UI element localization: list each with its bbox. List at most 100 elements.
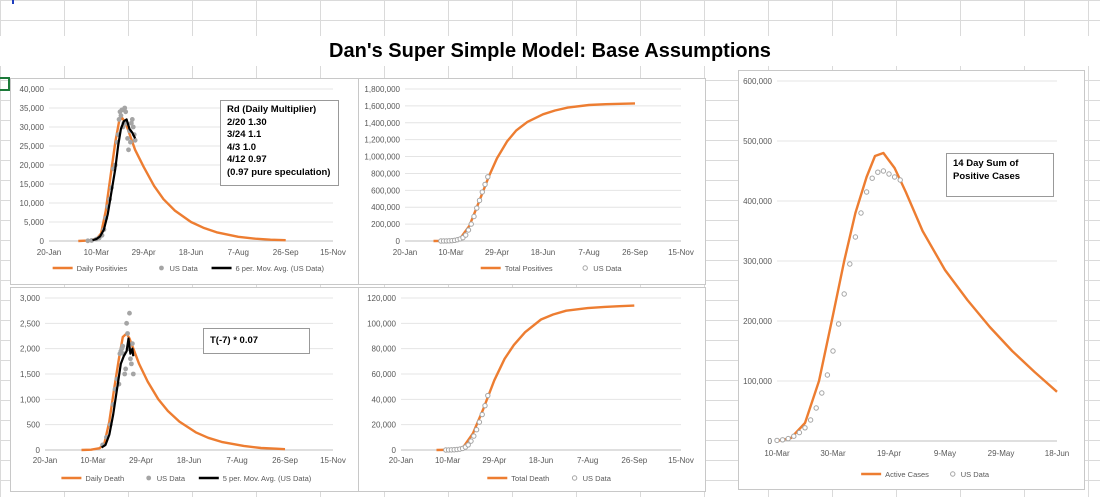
death-note-line: T(-7) * 0.07 <box>210 335 259 346</box>
data-point <box>830 348 836 354</box>
data-point <box>132 137 138 143</box>
data-point <box>474 205 480 211</box>
data-point <box>476 419 483 425</box>
x-tick-label: 10-Mar <box>764 449 790 458</box>
x-tick-label: 29-Apr <box>132 248 156 257</box>
y-tick-label: 0 <box>40 237 45 246</box>
data-point <box>471 433 477 439</box>
x-tick-label: 20-Jan <box>33 456 57 465</box>
data-point <box>471 213 477 220</box>
x-tick-label: 10-Mar <box>435 456 461 465</box>
data-point <box>120 343 126 349</box>
data-point <box>847 261 853 267</box>
data-point <box>482 402 488 409</box>
chart-total-positives[interactable]: 0 200,000 400,000 600,000 800,000 1,000,000 1,… <box>358 78 706 285</box>
data-point <box>880 168 887 174</box>
data-point <box>468 438 474 444</box>
x-tick-label: 7-Aug <box>577 456 598 465</box>
chart-active-cases[interactable]: 0 100,000 200,000 300,000 400,000 500,000 600,… <box>738 70 1085 490</box>
x-tick-label: 9-May <box>934 449 956 458</box>
data-point <box>130 371 136 377</box>
legend-swatch <box>159 265 164 271</box>
active-cases-note-line: 14 Day Sum of <box>953 158 1019 169</box>
y-tick-label: 35,000 <box>20 104 45 113</box>
y-tick-label: 1,000 <box>20 395 41 404</box>
data-point <box>869 175 875 181</box>
cell-cursor-mark <box>12 0 14 4</box>
y-tick-label: 0 <box>768 437 773 446</box>
y-tick-label: 300,000 <box>743 257 772 266</box>
series-line <box>92 118 137 242</box>
data-point <box>129 361 134 367</box>
chart-total-death-svg: 0 20,000 40,000 60,000 80,000 100,000 120,000 2… <box>367 294 694 483</box>
legend-swatch <box>146 475 152 481</box>
series-line <box>433 102 636 243</box>
data-point <box>465 227 472 233</box>
multiplier-note-line: 3/24 1.1 <box>227 129 262 140</box>
data-point <box>122 371 128 377</box>
x-tick-label: 26-Sep <box>273 248 299 257</box>
chart-total-death[interactable]: 0 20,000 40,000 60,000 80,000 100,000 120,000 2… <box>358 287 706 492</box>
x-tick-label: 7-Aug <box>228 248 249 257</box>
data-point <box>863 189 870 195</box>
x-tick-label: 19-Apr <box>877 449 901 458</box>
y-tick-label: 40,000 <box>372 395 397 404</box>
data-point <box>774 437 780 444</box>
y-tick-label: 60,000 <box>372 370 397 379</box>
data-point <box>116 117 122 122</box>
x-tick-label: 15-Nov <box>320 456 346 465</box>
y-tick-label: 5,000 <box>24 218 45 227</box>
data-point <box>791 433 797 439</box>
x-tick-label: 26-Sep <box>622 248 648 257</box>
series-line <box>81 332 286 452</box>
y-tick-label: 600,000 <box>743 77 772 86</box>
legend-label: US Data <box>593 264 622 273</box>
data-point <box>824 372 831 378</box>
data-point <box>128 356 133 362</box>
data-point <box>796 429 803 436</box>
y-tick-label: 100,000 <box>743 377 772 386</box>
y-tick-label: 20,000 <box>372 421 397 430</box>
data-point <box>785 435 791 442</box>
y-tick-label: 0 <box>392 446 397 455</box>
legend-label: Daily Death <box>85 474 124 483</box>
chart-daily-death[interactable]: 0 500 1,000 1,500 2,000 2,500 3,000 20-Jan 10-Ma… <box>10 287 360 492</box>
y-tick-label: 400,000 <box>371 203 400 212</box>
x-tick-label: 7-Aug <box>226 456 247 465</box>
chart-active-cases-svg: 0 100,000 200,000 300,000 400,000 500,000 600,… <box>743 77 1069 479</box>
data-point <box>473 427 480 433</box>
data-point <box>130 124 136 130</box>
data-point <box>479 411 485 418</box>
legend-label: Daily Positivies <box>77 264 128 273</box>
y-tick-label: 1,800,000 <box>364 85 400 94</box>
y-tick-label: 1,000,000 <box>364 153 400 162</box>
data-point <box>125 136 130 141</box>
multiplier-note-line: (0.97 pure speculation) <box>227 166 331 178</box>
data-point <box>122 105 128 111</box>
data-point <box>485 174 491 180</box>
data-point <box>482 181 488 188</box>
y-tick-label: 2,000 <box>20 345 41 354</box>
data-point <box>118 113 124 118</box>
data-point <box>897 177 903 183</box>
x-tick-label: 18-Jun <box>531 248 555 257</box>
data-point <box>875 169 881 175</box>
y-tick-label: 2,500 <box>20 319 41 328</box>
data-point <box>128 139 133 145</box>
data-point <box>841 291 847 297</box>
x-tick-label: 18-Jun <box>1045 449 1069 458</box>
x-tick-label: 15-Nov <box>320 248 346 257</box>
legend-label: Total Death <box>511 474 549 483</box>
data-point <box>479 189 485 195</box>
y-tick-label: 200,000 <box>743 317 772 326</box>
x-tick-label: 26-Sep <box>272 456 298 465</box>
y-tick-label: 100,000 <box>367 319 396 328</box>
data-point <box>852 234 859 240</box>
legend-label: Total Positives <box>505 264 553 273</box>
data-point <box>123 109 129 115</box>
chart-daily-positives[interactable]: 0 5,000 10,000 15,000 20,000 25,000 30,000 35,0… <box>10 78 360 285</box>
multiplier-note-line: 2/20 1.30 <box>227 116 267 128</box>
y-tick-label: 400,000 <box>743 197 772 206</box>
y-tick-label: 120,000 <box>367 294 396 303</box>
y-tick-label: 1,500 <box>20 370 41 379</box>
